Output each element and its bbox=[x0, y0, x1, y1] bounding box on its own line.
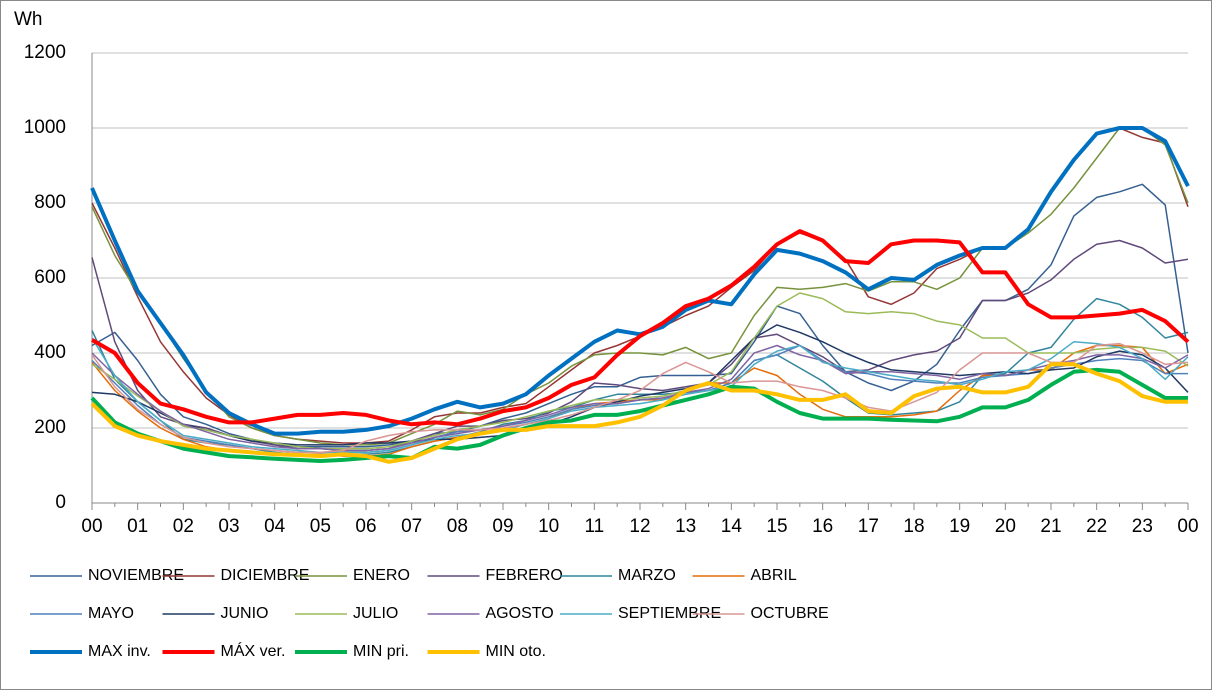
x-tick-label: 06 bbox=[355, 516, 376, 537]
legend-label: JUNIO bbox=[221, 605, 269, 622]
y-tick-label: 600 bbox=[34, 267, 66, 288]
legend-label: MÁX ver. bbox=[221, 641, 286, 660]
x-tick-label: 02 bbox=[173, 516, 194, 537]
x-tick-label: 23 bbox=[1132, 516, 1153, 537]
legend-label: NOVIEMBRE bbox=[88, 567, 184, 584]
x-tick-label: 15 bbox=[766, 516, 787, 537]
series-line bbox=[91, 344, 1189, 452]
legend-label: MIN oto. bbox=[486, 643, 546, 660]
x-tick-label: 14 bbox=[721, 516, 743, 537]
series-line bbox=[91, 239, 1189, 452]
x-tick-label: 22 bbox=[1086, 516, 1107, 537]
x-tick-label: 05 bbox=[310, 516, 331, 537]
x-tick-label: 07 bbox=[401, 516, 422, 537]
legend-label: FEBRERO bbox=[486, 567, 563, 584]
series-line bbox=[91, 342, 1189, 454]
y-tick-label: 0 bbox=[55, 492, 66, 513]
legend-label: OCTUBRE bbox=[751, 605, 829, 622]
legend-label: AGOSTO bbox=[486, 605, 554, 622]
x-tick-label: 10 bbox=[538, 516, 559, 537]
x-tick-label: 13 bbox=[675, 516, 696, 537]
x-tick-label: 20 bbox=[995, 516, 1016, 537]
legend-label: MIN pri. bbox=[353, 643, 409, 660]
legend-label: DICIEMBRE bbox=[221, 567, 310, 584]
x-tick-label: 00 bbox=[81, 516, 102, 537]
y-axis-label: Wh bbox=[14, 9, 43, 30]
legend-label: MARZO bbox=[618, 567, 676, 584]
legend-label: JULIO bbox=[353, 605, 398, 622]
y-tick-label: 400 bbox=[34, 342, 66, 363]
legend-label: MAYO bbox=[88, 605, 134, 622]
y-tick-label: 200 bbox=[34, 417, 66, 438]
series-line bbox=[91, 292, 1189, 450]
x-tick-label: 16 bbox=[812, 516, 833, 537]
legend-label: SEPTIEMBRE bbox=[618, 605, 721, 622]
legend-label: MAX inv. bbox=[88, 643, 151, 660]
x-tick-label: 08 bbox=[447, 516, 468, 537]
legend-label: ABRIL bbox=[751, 567, 797, 584]
x-tick-label: 03 bbox=[218, 516, 239, 537]
x-tick-label: 04 bbox=[264, 516, 286, 537]
y-tick-label: 1000 bbox=[24, 117, 66, 138]
x-tick-label: 01 bbox=[127, 516, 148, 537]
x-tick-label: 09 bbox=[492, 516, 513, 537]
series-line bbox=[90, 362, 1188, 464]
y-tick-label: 1200 bbox=[24, 42, 66, 63]
series-line bbox=[91, 337, 1189, 454]
x-tick-label: 12 bbox=[629, 516, 650, 537]
x-tick-label: 21 bbox=[1040, 516, 1061, 537]
x-tick-label: 19 bbox=[949, 516, 970, 537]
series-line bbox=[90, 367, 1188, 463]
legend-label: ENERO bbox=[353, 567, 410, 584]
x-tick-label: 18 bbox=[903, 516, 924, 537]
y-tick-label: 800 bbox=[34, 192, 66, 213]
series-line bbox=[91, 229, 1190, 427]
x-tick-label: 11 bbox=[584, 516, 604, 537]
x-tick-label: 00 bbox=[1177, 516, 1198, 537]
x-tick-label: 17 bbox=[858, 516, 879, 537]
